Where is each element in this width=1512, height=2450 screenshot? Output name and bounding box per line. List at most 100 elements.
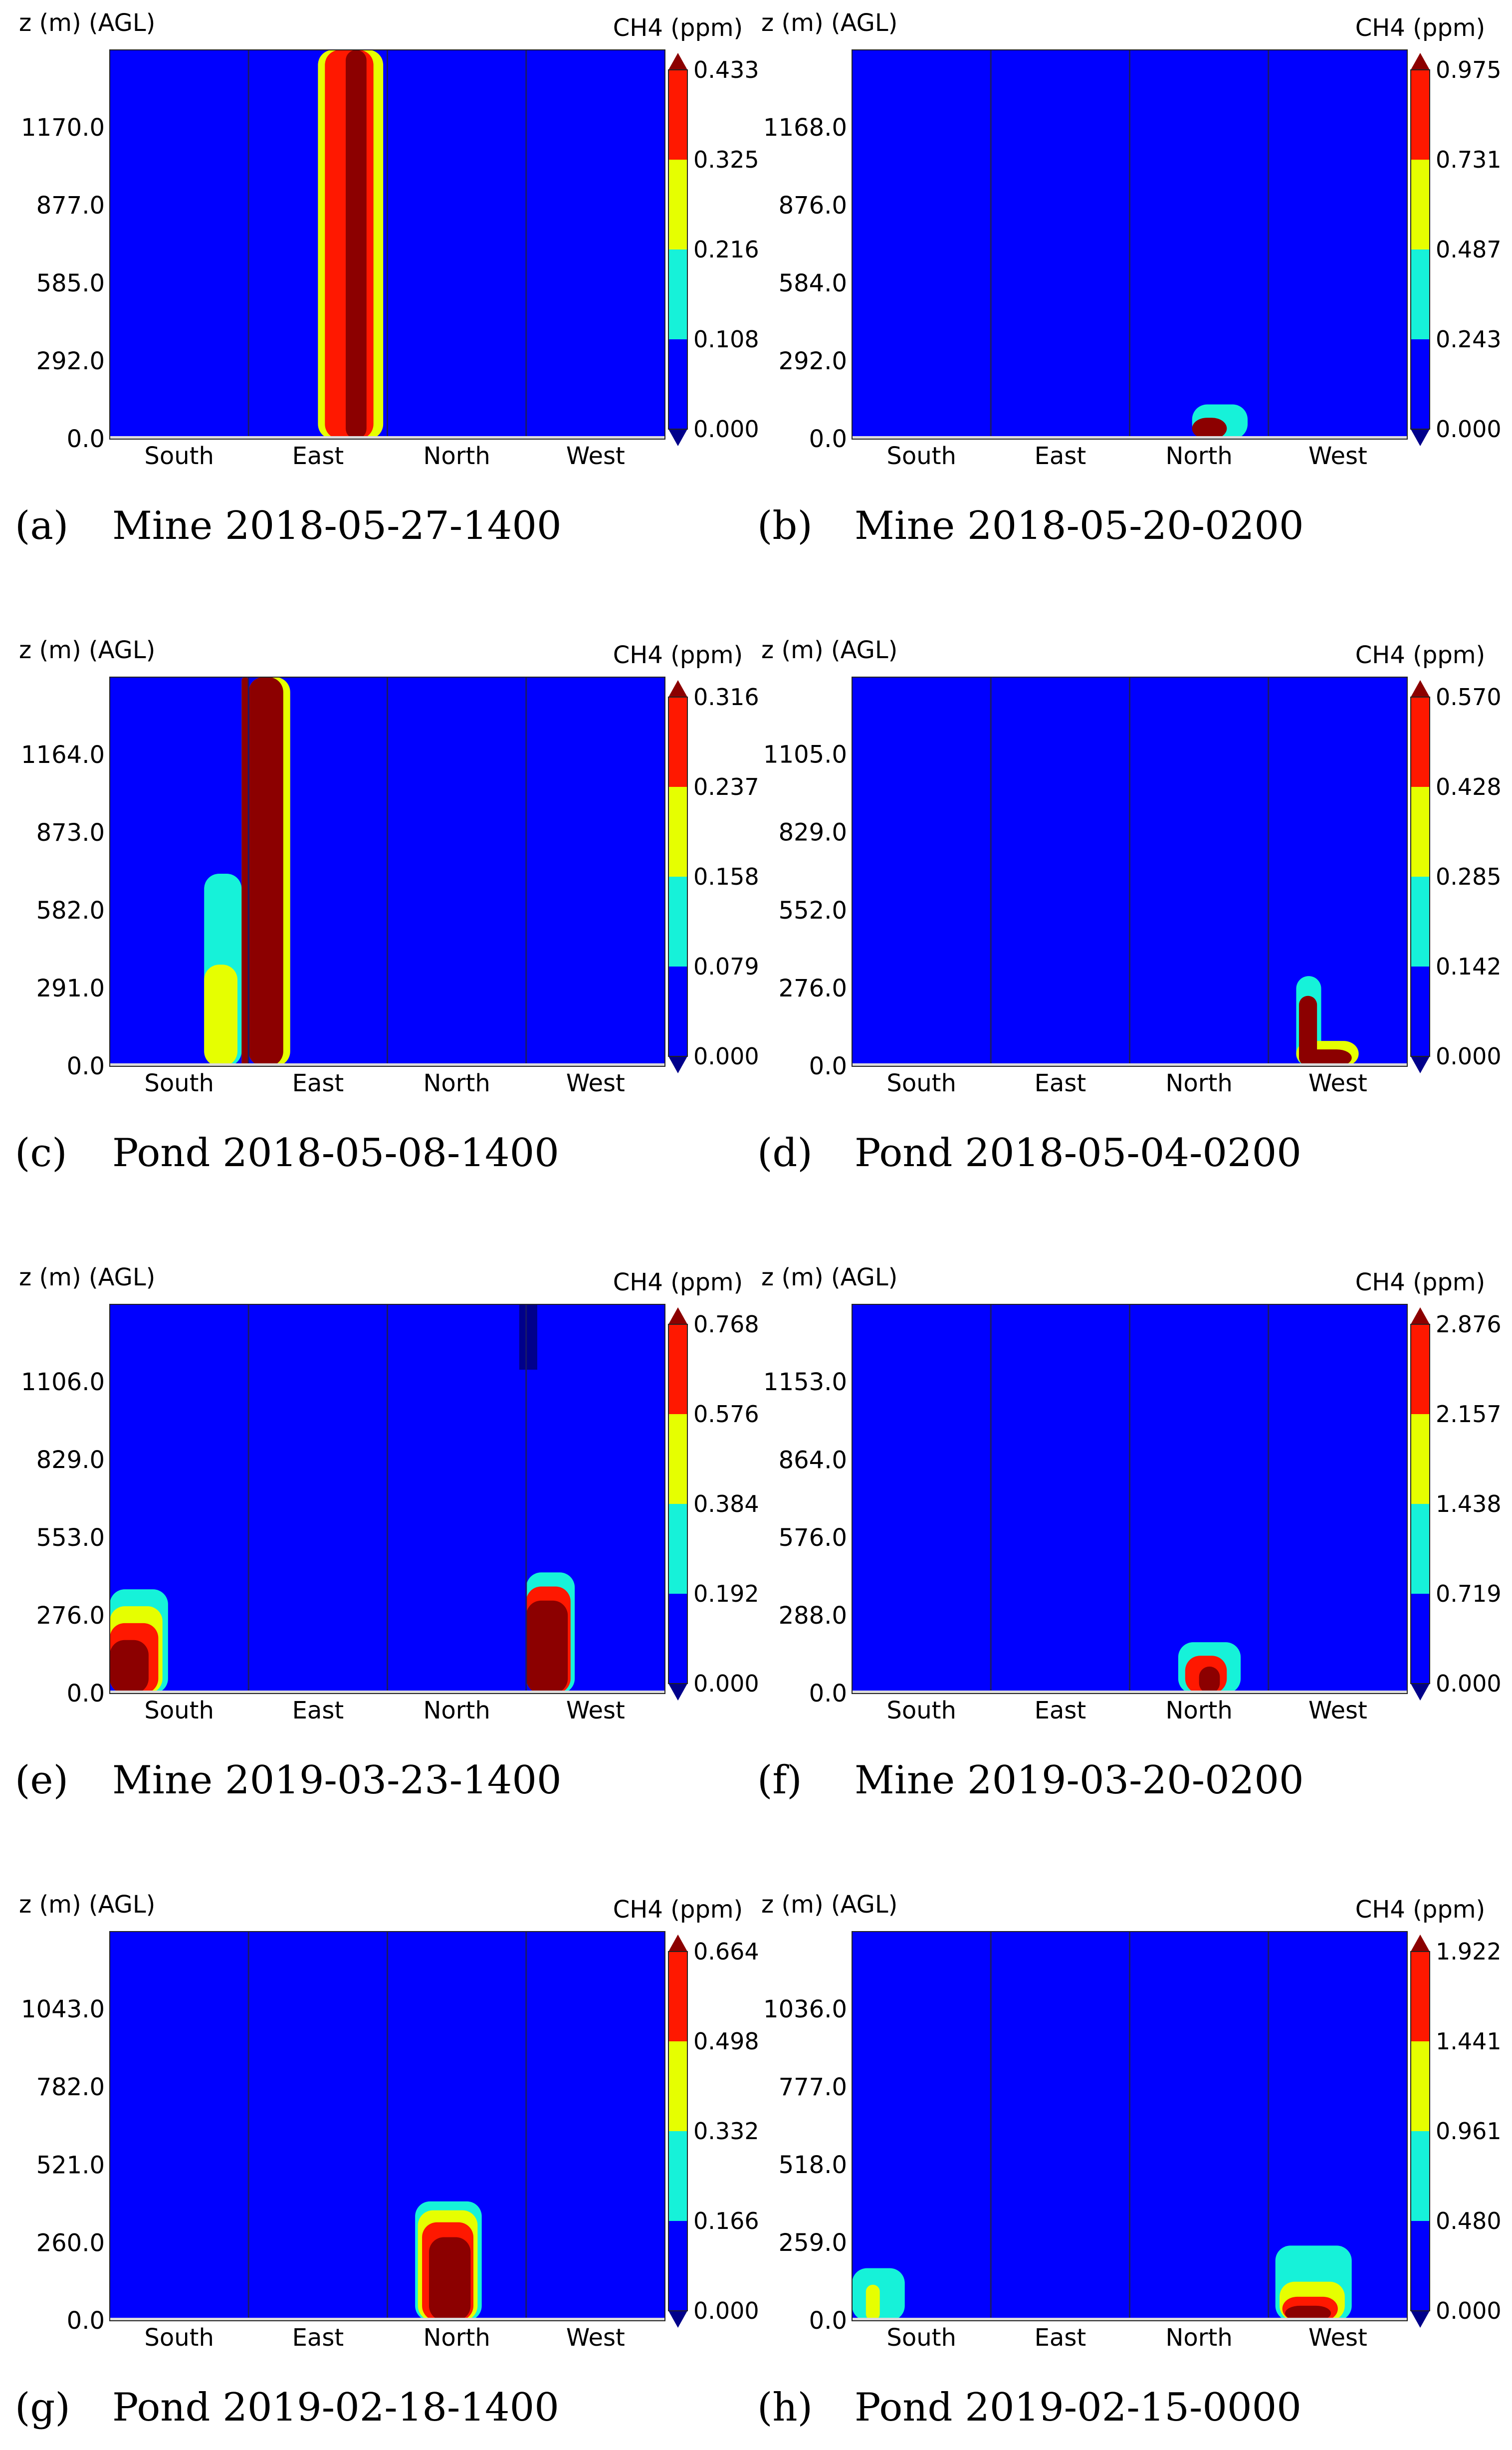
colorbar-tick-label: 0.316 [693, 684, 759, 711]
ground-strip [852, 1691, 1407, 1694]
colorbar-band [668, 877, 687, 967]
colorbar-band [1411, 787, 1430, 877]
plume-navy [526, 1304, 538, 1370]
caption-letter: (h) [757, 2385, 813, 2430]
direction-label-west: West [566, 1697, 625, 1724]
caption-letter: (a) [15, 503, 68, 548]
direction-label-east: East [1035, 1069, 1086, 1097]
colorbar-band [668, 1414, 687, 1504]
caption-text: Pond 2018-05-08-1400 [112, 1131, 559, 1176]
colorbar-band [1411, 1594, 1430, 1684]
colorbar-min-arrow [668, 1684, 687, 1701]
z-axis-label: z (m) (AGL) [19, 1891, 155, 1919]
colorbar-tick-label: 0.142 [1436, 953, 1502, 980]
y-tick-label: 1170.0 [21, 114, 105, 142]
colorbar-max-arrow [1411, 1307, 1430, 1324]
plot-frame [852, 1304, 1408, 1694]
y-tick-label: 1106.0 [21, 1368, 105, 1396]
colorbar-tick-label: 0.237 [693, 773, 759, 800]
direction-label-north: North [424, 2324, 490, 2352]
colorbar-label: CH4 (ppm) [613, 641, 743, 669]
z-axis-label: z (m) (AGL) [761, 1891, 897, 1919]
y-tick-label: 582.0 [36, 897, 105, 925]
ground-strip [110, 1691, 665, 1694]
caption-text: Pond 2019-02-18-1400 [112, 2385, 559, 2430]
colorbar-band [1411, 2221, 1430, 2311]
y-tick-label: 1105.0 [763, 740, 847, 768]
ground-strip [110, 436, 665, 439]
colorbar-min-arrow [1411, 2311, 1430, 2328]
colorbar-max-arrow [1411, 53, 1430, 70]
colorbar-tick-label: 0.332 [693, 2118, 759, 2145]
panel-b: z (m) (AGL) 0.0 292.0 584.0 876.0 1168.0 South… [757, 9, 1502, 548]
direction-label-west: West [566, 442, 625, 470]
direction-label-south: South [144, 2324, 214, 2352]
colorbar-band [668, 1594, 687, 1684]
y-tick-label: 0.0 [67, 425, 105, 453]
caption-text: Mine 2018-05-27-1400 [112, 503, 562, 548]
colorbar-tick-label: 0.166 [693, 2207, 759, 2234]
colorbar-tick-label: 0.570 [1436, 684, 1502, 711]
colorbar-tick-label: 0.000 [693, 2297, 759, 2324]
direction-label-south: South [144, 1697, 214, 1724]
caption-letter: (c) [15, 1131, 67, 1176]
colorbar-max-arrow [668, 53, 687, 70]
colorbar-band [668, 967, 687, 1056]
colorbar-frame [1410, 697, 1430, 1057]
colorbar-tick-label: 0.384 [693, 1490, 759, 1517]
direction-label-west: West [1308, 1697, 1367, 1724]
ground-strip [852, 2318, 1407, 2321]
direction-label-west: West [1308, 1069, 1367, 1097]
direction-label-south: South [886, 1069, 956, 1097]
y-tick-label: 292.0 [779, 347, 847, 375]
caption-text: Mine 2019-03-23-1400 [112, 1758, 562, 1803]
panel-f: z (m) (AGL) 0.0 288.0 576.0 864.0 1153.0 South… [757, 1263, 1502, 1803]
colorbar-tick-label: 0.664 [693, 1938, 759, 1965]
colorbar-band [668, 70, 687, 160]
plot-frame [109, 1304, 665, 1694]
direction-label-east: East [1035, 442, 1086, 470]
colorbar-label: CH4 (ppm) [613, 1268, 743, 1296]
colorbar-tick-label: 0.243 [1436, 326, 1502, 353]
y-tick-label: 292.0 [36, 347, 105, 375]
colorbar-min-arrow [1411, 1684, 1430, 1701]
panel-h: z (m) (AGL) 0.0 259.0 518.0 777.0 1036.0 South… [757, 1891, 1502, 2430]
colorbar-tick-label: 0.480 [1436, 2207, 1502, 2234]
colorbar-label: CH4 (ppm) [613, 1896, 743, 1924]
colorbar-tick-label: 1.441 [1436, 2028, 1502, 2055]
direction-label-south: South [144, 442, 214, 470]
colorbar-label: CH4 (ppm) [1355, 641, 1486, 669]
colorbar-band [1411, 160, 1430, 249]
colorbar-band [1411, 1414, 1430, 1504]
colorbar-band [1411, 339, 1430, 429]
colorbar-frame [668, 1324, 688, 1684]
colorbar-frame [1410, 1951, 1430, 2311]
colorbar-band [668, 339, 687, 429]
y-tick-label: 777.0 [779, 2073, 847, 2101]
direction-label-south: South [886, 2324, 956, 2352]
y-tick-label: 1168.0 [763, 114, 847, 142]
y-tick-label: 873.0 [36, 819, 105, 847]
plume-darkred [1298, 995, 1317, 1066]
direction-label-north: North [1166, 1069, 1233, 1097]
colorbar-band [668, 160, 687, 249]
colorbar-tick-label: 0.108 [693, 326, 759, 353]
plot-frame [109, 49, 665, 440]
y-tick-label: 584.0 [779, 269, 847, 297]
caption-letter: (f) [757, 1758, 802, 1803]
panel-g: z (m) (AGL) 0.0 260.0 521.0 782.0 1043.0 South… [15, 1891, 759, 2430]
caption-letter: (d) [757, 1131, 813, 1176]
y-tick-label: 276.0 [36, 1602, 105, 1630]
colorbar-tick-label: 0.158 [693, 863, 759, 890]
direction-label-east: East [292, 2324, 344, 2352]
direction-label-east: East [292, 1069, 344, 1097]
caption-text: Pond 2018-05-04-0200 [855, 1131, 1301, 1176]
colorbar-tick-label: 0.433 [693, 56, 759, 83]
panel-c: z (m) (AGL) 0.0 291.0 582.0 873.0 1164.0 South… [15, 636, 759, 1176]
direction-label-north: North [1166, 1697, 1233, 1724]
caption-letter: (b) [757, 503, 813, 548]
z-axis-label: z (m) (AGL) [761, 1263, 897, 1291]
direction-label-east: East [1035, 2324, 1086, 2352]
colorbar-frame [1410, 69, 1430, 430]
